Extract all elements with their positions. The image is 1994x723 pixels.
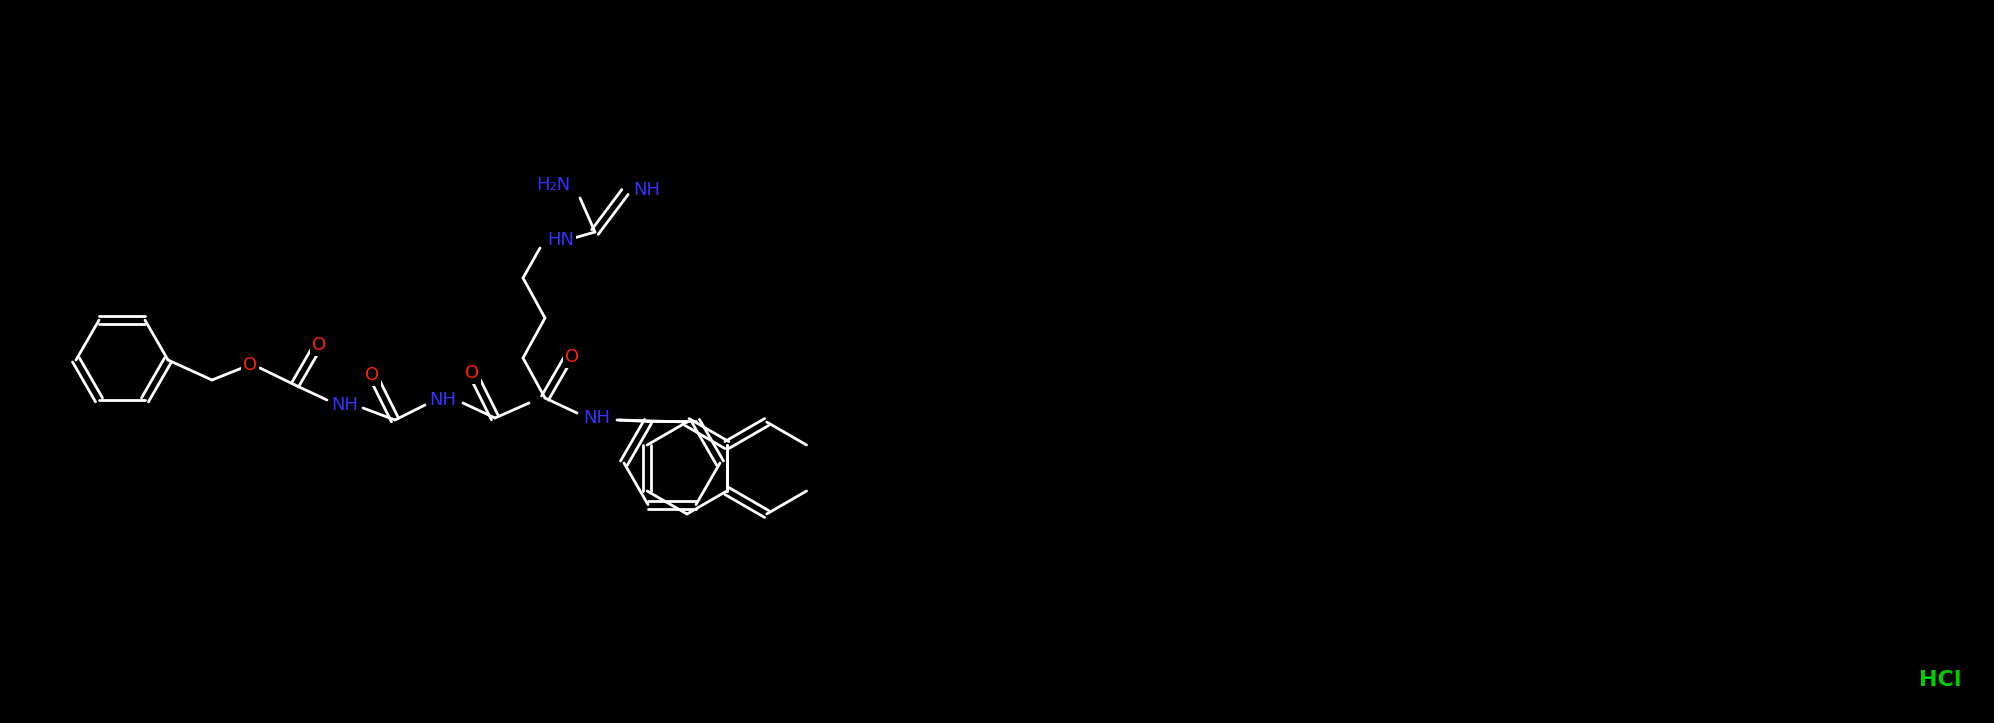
Text: O: O bbox=[564, 348, 578, 366]
Text: HN: HN bbox=[546, 231, 574, 249]
Text: O: O bbox=[365, 366, 379, 384]
Text: H₂N: H₂N bbox=[536, 176, 570, 194]
Text: NH: NH bbox=[429, 391, 457, 409]
Text: O: O bbox=[465, 364, 479, 382]
Text: NH: NH bbox=[584, 409, 610, 427]
Text: NH: NH bbox=[632, 181, 660, 199]
Text: O: O bbox=[311, 336, 327, 354]
Text: NH: NH bbox=[331, 396, 359, 414]
Text: HCl: HCl bbox=[1918, 670, 1962, 690]
Text: O: O bbox=[243, 356, 257, 374]
